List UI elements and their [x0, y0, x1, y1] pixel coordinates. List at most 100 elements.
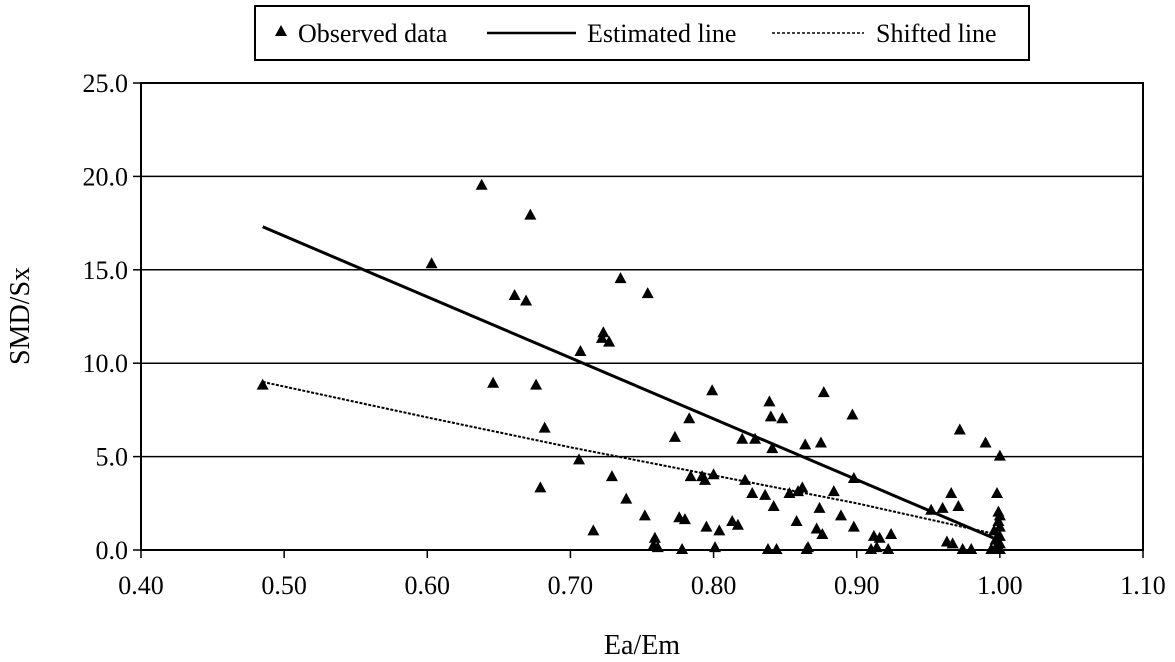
data-point: [603, 335, 616, 347]
y-tick-label: 15.0: [83, 256, 129, 285]
data-point: [993, 509, 1006, 521]
data-point: [946, 537, 959, 549]
data-point: [726, 514, 739, 526]
legend: Observed data Estimated line Shifted lin…: [254, 5, 1030, 61]
data-point: [638, 509, 651, 521]
data-point: [641, 287, 654, 299]
observed-points: [256, 178, 1006, 554]
data-point: [614, 272, 627, 284]
data-point: [595, 331, 608, 343]
data-point: [676, 543, 689, 554]
data-point: [425, 257, 438, 269]
data-point: [799, 438, 812, 450]
data-point: [761, 543, 774, 554]
data-point: [573, 453, 586, 465]
data-point: [817, 386, 830, 398]
data-point: [870, 541, 883, 553]
data-point: [766, 442, 779, 454]
data-point: [965, 543, 978, 554]
data-point: [882, 543, 895, 554]
data-point: [651, 541, 664, 553]
y-tick-label: 25.0: [83, 69, 129, 98]
x-tick-label: 0.70: [548, 571, 594, 600]
data-point: [538, 421, 551, 433]
data-point: [873, 531, 886, 543]
plot-area-frame: [140, 82, 1144, 551]
data-point: [993, 537, 1006, 549]
data-point: [683, 412, 696, 424]
data-point: [707, 468, 720, 480]
data-point: [684, 470, 697, 482]
data-point: [783, 486, 796, 498]
legend-box: [254, 5, 1030, 61]
data-point: [993, 529, 1006, 541]
data-point: [508, 288, 521, 300]
data-point: [813, 501, 826, 513]
data-point: [847, 472, 860, 484]
data-point: [731, 518, 744, 530]
y-tick-label: 10.0: [83, 349, 129, 378]
shifted-line: [262, 380, 1001, 537]
data-point: [605, 470, 618, 482]
y-tick-label: 5.0: [96, 443, 129, 472]
data-point: [885, 528, 898, 540]
x-tick-label: 0.50: [261, 571, 307, 600]
data-point: [739, 473, 752, 485]
data-point: [985, 543, 998, 554]
data-point: [834, 509, 847, 521]
data-point: [993, 520, 1006, 532]
data-point: [764, 410, 777, 422]
data-point: [925, 503, 938, 515]
data-point: [648, 531, 661, 543]
x-tick-label: 1.00: [977, 571, 1023, 600]
legend-label-shifted: Shifted line: [876, 19, 997, 48]
data-point: [992, 514, 1005, 526]
data-point: [770, 543, 783, 554]
data-point: [587, 524, 600, 536]
data-point: [802, 541, 815, 553]
data-point: [698, 473, 711, 485]
data-point: [574, 344, 587, 356]
data-point: [524, 208, 537, 220]
estimated-line: [262, 225, 1001, 543]
data-point: [952, 500, 965, 512]
data-point: [713, 524, 726, 536]
x-tick-label: 0.90: [834, 571, 880, 600]
data-point: [520, 294, 533, 306]
x-tick-label: 0.80: [691, 571, 737, 600]
legend-label-estimated: Estimated line: [587, 19, 736, 48]
data-point: [945, 486, 958, 498]
data-point: [763, 395, 776, 407]
data-point: [776, 412, 789, 424]
data-point: [534, 481, 547, 493]
data-point: [956, 543, 969, 554]
data-point: [706, 384, 719, 396]
y-tick-label: 20.0: [83, 162, 129, 191]
data-point: [993, 449, 1006, 461]
data-point: [988, 524, 1001, 536]
data-point: [790, 514, 803, 526]
data-point: [796, 481, 809, 493]
data-point: [530, 378, 543, 390]
y-axis-title: SMD/Sx: [5, 267, 36, 365]
x-tick-label: 0.60: [405, 571, 451, 600]
x-axis: 0.40 0.50 0.60 0.70 0.80 0.90 1.00 1.10: [118, 550, 1166, 600]
data-point: [620, 492, 633, 504]
y-tick-label: 0.0: [96, 536, 129, 565]
y-axis: 0.0 5.0 10.0 15.0 20.0 25.0: [83, 69, 141, 565]
data-point: [827, 485, 840, 497]
data-point: [846, 408, 859, 420]
x-axis-title: Ea/Em: [604, 630, 680, 661]
data-point: [746, 486, 759, 498]
data-point: [767, 500, 780, 512]
data-point: [979, 436, 992, 448]
x-tick-label: 1.10: [1120, 571, 1166, 600]
data-point: [936, 501, 949, 513]
series-lines: [262, 225, 1001, 543]
data-point: [475, 178, 488, 190]
data-point: [700, 520, 713, 532]
data-point: [990, 486, 1003, 498]
data-point: [736, 432, 749, 444]
data-point: [816, 528, 829, 540]
